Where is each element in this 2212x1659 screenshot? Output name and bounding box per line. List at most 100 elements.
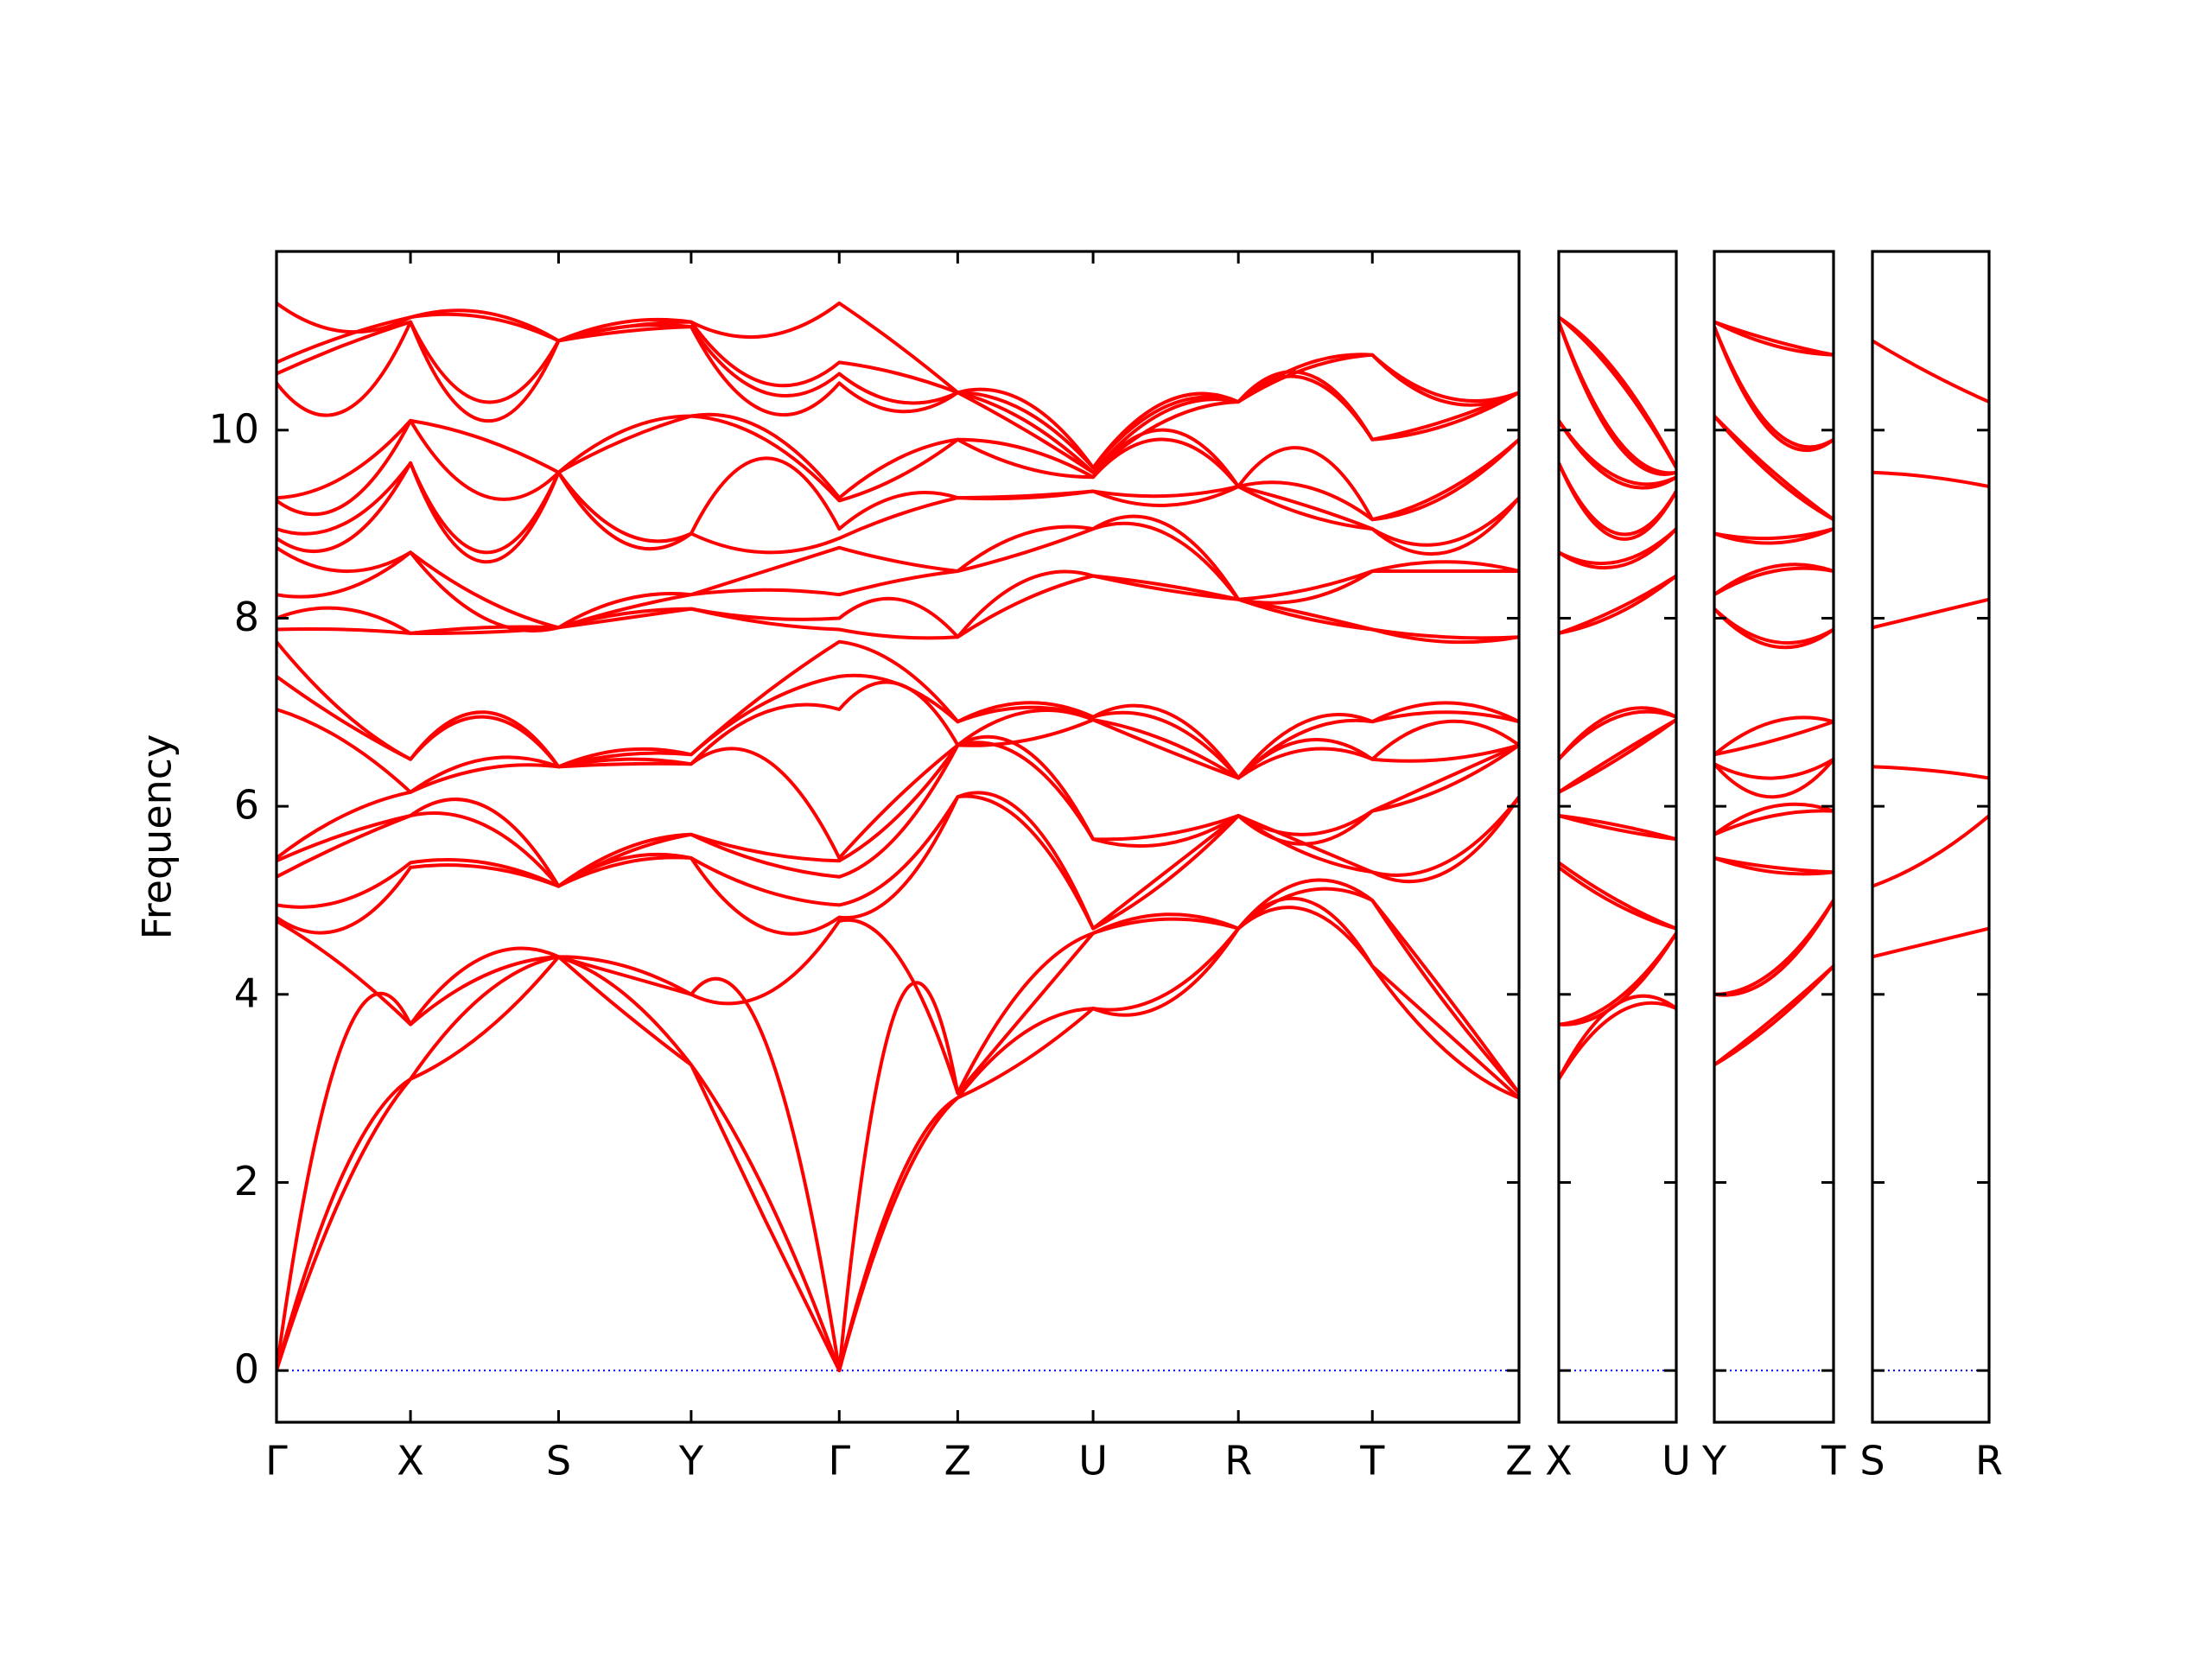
band-line: [276, 718, 1519, 860]
band-line: [276, 906, 1519, 1373]
x-tick-label: X: [1545, 1438, 1573, 1484]
band-line: [1559, 814, 1676, 842]
x-tick-label: Γ: [265, 1438, 288, 1484]
x-tick-label: T: [1821, 1438, 1847, 1484]
band-line: [276, 734, 1519, 888]
band-line: [276, 521, 1519, 632]
band-line: [1714, 856, 1834, 874]
band-line: [1559, 931, 1676, 1027]
band-line: [1872, 814, 1989, 888]
band-line: [1872, 339, 1989, 404]
band-line: [1872, 765, 1989, 780]
band-line: [1714, 607, 1834, 645]
band-line: [1714, 320, 1834, 357]
band-line: [276, 639, 1519, 780]
band-line: [1559, 814, 1676, 842]
panel: 0 2 4 6 8 10 Γ X S Y Γ Z U R T Z Frequency: [134, 250, 1533, 1484]
band-line: [1714, 856, 1834, 876]
band-line: [276, 456, 1519, 555]
band-line: [1714, 320, 1834, 357]
panel-frame: [1871, 250, 1991, 1424]
x-tick-label: Z: [1505, 1438, 1533, 1484]
band-line: [276, 412, 1519, 522]
band-line: [1714, 607, 1834, 650]
band-line: [1714, 415, 1834, 521]
x-tick-label: Y: [1701, 1438, 1727, 1484]
band-line: [276, 569, 1519, 640]
band-line: [276, 461, 1519, 564]
band-line: [1872, 926, 1989, 959]
plot-area: [1872, 339, 1989, 1372]
band-line: [276, 878, 1519, 1096]
plot-area: [276, 301, 1519, 1373]
band-line: [276, 574, 1519, 645]
band-line: [1714, 715, 1834, 756]
band-line: [276, 320, 1519, 474]
band-line: [1559, 861, 1676, 931]
x-tick-label: Z: [944, 1438, 972, 1484]
x-tick-label: Y: [678, 1438, 704, 1484]
band-line: [1872, 597, 1989, 630]
band-line: [1559, 718, 1676, 794]
band-line: [276, 794, 1519, 936]
panel-frame: [1713, 250, 1835, 1424]
band-line: [276, 896, 1519, 1373]
y-tick-label: 10: [208, 405, 259, 452]
band-line: [276, 320, 1519, 474]
band-line: [1714, 720, 1834, 757]
band-line: [1559, 527, 1676, 565]
band-line: [1714, 758, 1834, 799]
band-line: [1559, 574, 1676, 635]
y-axis-label: Frequency: [134, 734, 181, 940]
plot-area: [1559, 315, 1676, 1372]
x-tick-label: U: [1078, 1438, 1108, 1484]
band-line: [1714, 527, 1834, 545]
band-line: [1714, 809, 1834, 836]
band-line: [1714, 757, 1834, 780]
panel-frame: [275, 250, 1521, 1424]
band-line: [1559, 419, 1676, 486]
band-line: [1559, 574, 1676, 635]
band-line: [1714, 802, 1834, 836]
x-tick-label: X: [397, 1438, 424, 1484]
band-line: [1714, 899, 1834, 996]
band-line: [1559, 321, 1676, 475]
y-tick-label: 8: [234, 594, 259, 640]
band-line: [1559, 706, 1676, 760]
band-line: [276, 673, 1519, 780]
y-tick-label: 6: [234, 782, 259, 829]
x-tick-label: S: [546, 1438, 571, 1484]
x-tick-label: R: [1224, 1438, 1252, 1484]
band-line: [1559, 718, 1676, 794]
band-line: [276, 741, 1519, 888]
panel-frame: [1557, 250, 1678, 1424]
y-tick-label: 0: [234, 1346, 259, 1393]
band-line: [276, 887, 1519, 1373]
band-line: [1714, 964, 1834, 1067]
y-tick-label: 4: [234, 969, 259, 1016]
x-tick-label: Γ: [828, 1438, 850, 1484]
band-line: [1559, 315, 1676, 469]
band-line: [1714, 326, 1834, 449]
band-line: [1872, 470, 1989, 489]
band-line: [276, 414, 1519, 522]
band-line: [1559, 527, 1676, 570]
x-tick-label: T: [1359, 1438, 1385, 1484]
band-line: [1714, 527, 1834, 541]
band-line: [276, 312, 1519, 470]
band-line: [276, 301, 1519, 470]
band-line: [276, 514, 1519, 630]
plot-area: [1714, 320, 1834, 1372]
x-tick-label: U: [1662, 1438, 1691, 1484]
band-line: [1714, 566, 1834, 596]
band-line: [1714, 415, 1834, 521]
y-tick-label: 2: [234, 1158, 259, 1205]
band-line: [1714, 964, 1834, 1067]
band-line: [1559, 462, 1676, 537]
